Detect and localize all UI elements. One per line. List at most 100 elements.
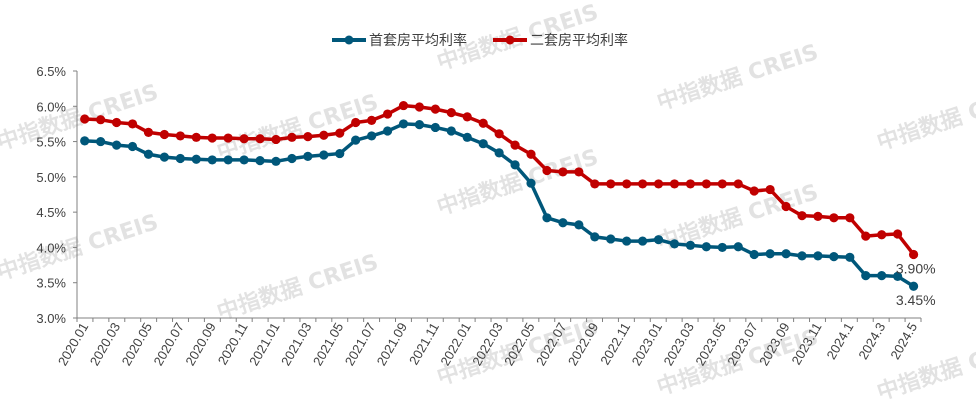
data-point [845,252,855,262]
watermark-text: 中指数据 CREIS [434,144,602,221]
data-point [127,141,138,152]
data-point [749,186,759,196]
y-tick-label: 6.0% [36,99,66,114]
data-point [175,131,185,141]
data-point [797,211,807,221]
x-tick-label: 2021.09 [374,320,410,368]
data-point [111,140,122,150]
data-point [526,149,536,159]
data-point [335,148,345,159]
legend-label-first-home: 首套房平均利率 [369,32,467,49]
data-point [781,249,791,259]
data-point [861,271,871,281]
series-second-home [80,100,919,260]
data-point [558,167,568,177]
watermark-text: 中指数据 CREIS [654,39,822,116]
axes: 3.0%3.5%4.0%4.5%5.0%5.5%6.0%6.5%2020.012… [36,64,922,368]
data-point [207,155,217,165]
legend: 首套房平均利率 二套房平均利率 [332,32,628,49]
data-point [574,220,584,230]
data-point [765,249,775,259]
data-point [367,115,377,125]
data-point [590,179,600,189]
legend-marker-second-home [505,35,515,45]
data-point [287,132,297,142]
data-point [781,201,791,212]
series-first-home [80,119,919,291]
data-point [239,134,249,144]
data-point [542,213,552,223]
data-point [159,152,169,162]
data-point [526,178,536,188]
data-point [908,249,919,260]
data-point [255,156,265,166]
data-point [430,104,440,114]
data-point [351,117,361,128]
legend-item-first-home[interactable]: 首套房平均利率 [332,32,467,49]
data-point [223,155,233,165]
data-point [191,132,201,142]
data-point [877,271,887,281]
data-point [478,139,488,149]
data-labels: 3.45% 3.90% [896,260,936,308]
data-point [765,184,775,195]
data-point [96,115,106,125]
data-point [749,249,759,260]
data-point [685,179,696,189]
data-point [80,114,90,124]
data-point [143,127,154,137]
data-point [908,281,919,291]
data-point [255,134,265,144]
data-point [462,112,472,122]
x-tick-label: 2020.09 [182,320,218,368]
data-point [669,179,680,189]
watermark-text: 中指数据 CREIS [874,79,976,156]
data-point [638,179,648,189]
data-point [127,119,138,129]
data-point [510,140,520,150]
data-point [653,179,664,189]
data-point [606,179,616,189]
data-point [574,167,584,177]
data-point [622,236,632,246]
data-point [351,135,361,145]
y-tick-label: 3.5% [36,276,66,291]
data-point [223,133,233,143]
y-tick-label: 6.5% [36,64,66,79]
data-point [382,126,393,136]
data-point [733,179,743,189]
data-point [669,239,680,249]
data-point [510,160,520,170]
data-point [685,240,696,250]
data-point [813,251,823,261]
data-point [143,149,154,159]
data-point [622,179,632,189]
data-point [717,242,727,253]
data-point [829,213,839,223]
data-point [239,155,249,165]
data-point [701,242,711,252]
data-point [701,179,711,189]
data-point [653,235,664,245]
data-point [382,109,393,119]
y-tick-label: 5.5% [36,135,66,150]
data-point [398,100,409,111]
data-point [542,165,552,176]
data-point [111,117,122,128]
data-point [845,213,855,223]
x-tick-label: 2024.1 [824,320,857,362]
data-point [287,153,297,164]
data-point [80,136,90,146]
data-point [367,131,377,141]
legend-item-second-home[interactable]: 二套房平均利率 [493,32,628,49]
watermark-text: 中指数据 CREIS [874,329,976,406]
watermark-text: 中指数据 CREIS [214,249,382,326]
data-point [446,108,456,118]
data-point [590,232,600,242]
data-point [606,234,616,244]
data-point [893,271,903,281]
data-point [638,236,648,246]
legend-label-second-home: 二套房平均利率 [530,32,628,49]
data-point [462,132,472,142]
